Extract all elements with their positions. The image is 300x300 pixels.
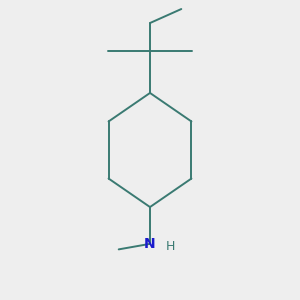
Text: H: H — [166, 240, 175, 253]
Text: N: N — [144, 237, 156, 251]
